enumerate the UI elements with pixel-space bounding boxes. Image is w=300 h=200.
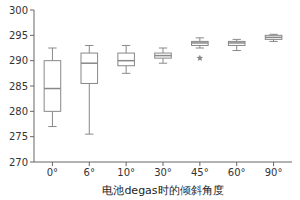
- x-tick-label: 90°: [265, 167, 283, 178]
- x-tick: [52, 162, 53, 166]
- median: [192, 42, 209, 44]
- median: [155, 55, 172, 57]
- y-tick-label: 270: [9, 157, 28, 168]
- x-tick: [199, 162, 200, 166]
- box: [118, 53, 135, 66]
- box: [155, 53, 172, 58]
- whisker-high: [199, 38, 200, 42]
- y-tick: [30, 86, 34, 87]
- x-tick-label: 30°: [154, 167, 172, 178]
- median: [118, 60, 135, 62]
- cap-low: [48, 126, 56, 127]
- y-tick: [30, 162, 34, 163]
- y-tick-label: 290: [9, 55, 28, 66]
- whisker-low: [126, 66, 127, 74]
- y-tick: [30, 60, 34, 61]
- x-tick-label: 0°: [47, 167, 58, 178]
- cap-high: [48, 48, 56, 49]
- box: [265, 35, 282, 39]
- x-tick: [236, 162, 237, 166]
- median: [265, 37, 282, 39]
- cap-high: [269, 34, 277, 35]
- cap-low: [196, 48, 204, 49]
- median: [228, 42, 245, 44]
- chart: 270 275 280 285 290 295 300 0° 6° 10° 30° 45° 60° 90°…: [0, 0, 300, 200]
- y-tick: [30, 136, 34, 137]
- whisker-high: [126, 45, 127, 53]
- whisker-low: [52, 111, 53, 126]
- x-tick: [163, 162, 164, 166]
- x-axis-label: 电池degas时的倾斜角度: [102, 184, 223, 197]
- x-tick: [89, 162, 90, 166]
- cap-high: [196, 37, 204, 38]
- whisker-low: [236, 45, 237, 50]
- y-tick: [30, 10, 34, 11]
- boxes: [44, 34, 282, 134]
- x-tick-label: 10°: [117, 167, 135, 178]
- x-tick: [273, 162, 274, 166]
- y-tick-label: 285: [9, 81, 28, 92]
- cap-low: [233, 50, 241, 51]
- cap-low: [269, 41, 277, 42]
- x-tick-label: 45°: [191, 167, 209, 178]
- y-tick: [30, 35, 34, 36]
- x-tick-label: 60°: [228, 167, 246, 178]
- whisker-high: [89, 45, 90, 53]
- cap-low: [159, 63, 167, 64]
- box: [81, 53, 98, 83]
- median: [81, 62, 98, 64]
- y-tick: [30, 111, 34, 112]
- cap-high: [159, 48, 167, 49]
- box: [228, 41, 245, 45]
- cap-high: [122, 45, 130, 46]
- x-tick-label: 6°: [84, 167, 95, 178]
- cap-low: [122, 73, 130, 74]
- y-tick-label: 300: [9, 5, 28, 16]
- y-tick-label: 275: [9, 131, 28, 142]
- y-tick-label: 280: [9, 106, 28, 117]
- median: [44, 88, 61, 90]
- cap-high: [233, 39, 241, 40]
- whisker-low: [163, 58, 164, 63]
- x-tick: [126, 162, 127, 166]
- box: [192, 41, 209, 45]
- cap-low: [85, 134, 93, 135]
- y-tick-label: 295: [9, 30, 28, 41]
- box: [44, 61, 61, 112]
- whisker-high: [52, 48, 53, 61]
- whisker-low: [89, 83, 90, 134]
- whisker-high: [163, 48, 164, 53]
- flier: [197, 55, 204, 61]
- cap-high: [85, 45, 93, 46]
